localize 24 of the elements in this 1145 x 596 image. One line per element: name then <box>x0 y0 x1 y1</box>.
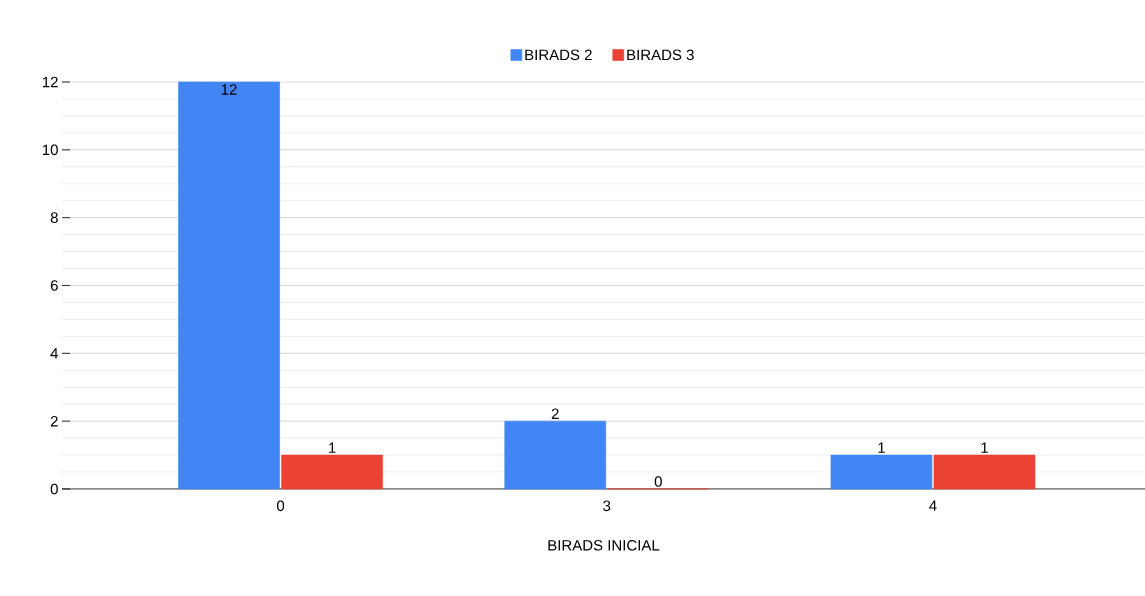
bar <box>504 420 607 490</box>
data-label: 1 <box>878 442 885 453</box>
bar <box>178 81 280 490</box>
bar <box>830 454 933 490</box>
data-label: 1 <box>981 442 988 453</box>
y-tick-label: 4 <box>50 348 59 359</box>
legend-label: BIRADS 2 <box>525 49 592 61</box>
y-tick-label: 6 <box>50 280 58 291</box>
y-tick-label: 2 <box>50 415 58 427</box>
data-label: 2 <box>551 408 559 419</box>
data-label: 12 <box>221 84 237 95</box>
x-tick-label: 0 <box>276 500 285 512</box>
x-tick-label: 3 <box>603 500 611 512</box>
y-tick-label: 8 <box>50 212 58 223</box>
x-tick-label: 4 <box>929 500 937 511</box>
bar <box>933 454 1036 490</box>
bar <box>281 454 383 490</box>
y-tick-label: 0 <box>50 483 58 495</box>
legend-label: BIRADS 3 <box>627 49 694 61</box>
data-label: 1 <box>329 442 336 453</box>
x-axis-title: BIRADS INICIAL <box>548 540 660 551</box>
y-tick-label: 10 <box>42 144 58 156</box>
y-tick-label: 12 <box>42 76 58 88</box>
data-label: 0 <box>654 476 662 487</box>
